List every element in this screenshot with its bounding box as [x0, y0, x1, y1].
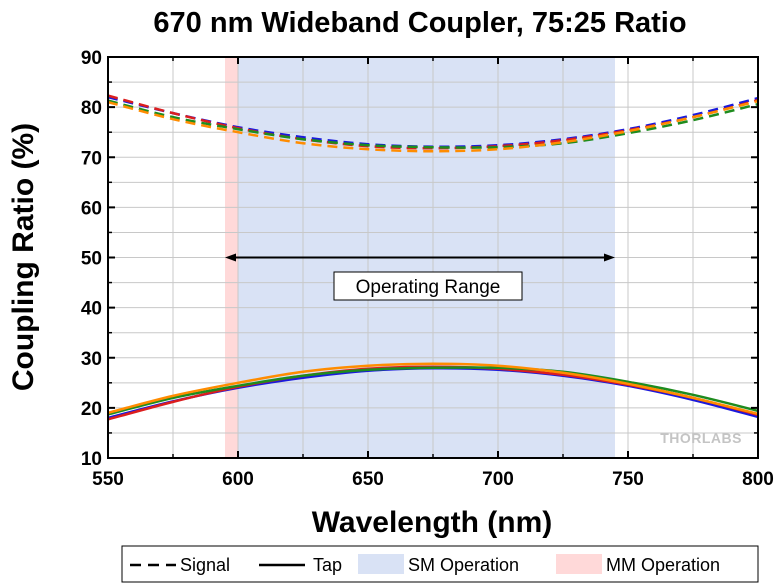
signal-series-line	[107, 99, 759, 153]
x-tick-label: 750	[612, 469, 644, 490]
legend-tap-label: Tap	[313, 555, 342, 575]
x-tick-label: 550	[92, 469, 124, 490]
operating-range-arrowhead-right	[604, 253, 615, 262]
tap-series-line	[107, 366, 759, 416]
legend-sm-label: SM Operation	[408, 555, 519, 575]
legend-mm-label: MM Operation	[606, 555, 720, 575]
y-axis-label: Coupling Ratio (%)	[7, 123, 40, 391]
x-tick-label: 650	[352, 469, 384, 490]
operating-range-box	[333, 271, 523, 301]
y-tick-label: 60	[81, 198, 102, 219]
y-tick-label: 50	[81, 249, 102, 270]
y-tick-label: 10	[81, 449, 102, 470]
x-tick-label: 700	[482, 469, 514, 490]
axis-ticks: 550 600 650 700 750 800 10 20 30 40 50 60 70 80 90	[81, 48, 774, 490]
operating-range-annotation: Operating Range	[225, 253, 615, 301]
x-tick-label: 800	[742, 469, 774, 490]
operating-range-label: Operating Range	[356, 277, 501, 298]
x-tick-label: 600	[222, 469, 254, 490]
operating-range-arrowhead-left	[225, 253, 236, 262]
chart-title: 670 nm Wideband Coupler, 75:25 Ratio	[153, 7, 686, 39]
legend-sm-swatch	[358, 554, 404, 574]
legend-mm-swatch	[556, 554, 602, 574]
thorlabs-watermark: THORLABS	[660, 430, 742, 446]
y-tick-label: 70	[81, 148, 102, 169]
x-axis-label: Wavelength (nm)	[312, 506, 553, 539]
legend-box	[121, 545, 759, 583]
y-tick-label: 90	[81, 48, 102, 69]
y-tick-label: 80	[81, 98, 102, 119]
signal-series-line	[107, 99, 759, 149]
y-tick-label: 30	[81, 349, 102, 370]
y-tick-label: 20	[81, 399, 102, 420]
legend: Signal Tap SM Operation MM Operation	[121, 545, 759, 583]
tap-series-line	[107, 362, 759, 416]
series	[107, 94, 759, 421]
y-tick-label: 40	[81, 299, 102, 320]
legend-signal-label: Signal	[180, 555, 230, 575]
